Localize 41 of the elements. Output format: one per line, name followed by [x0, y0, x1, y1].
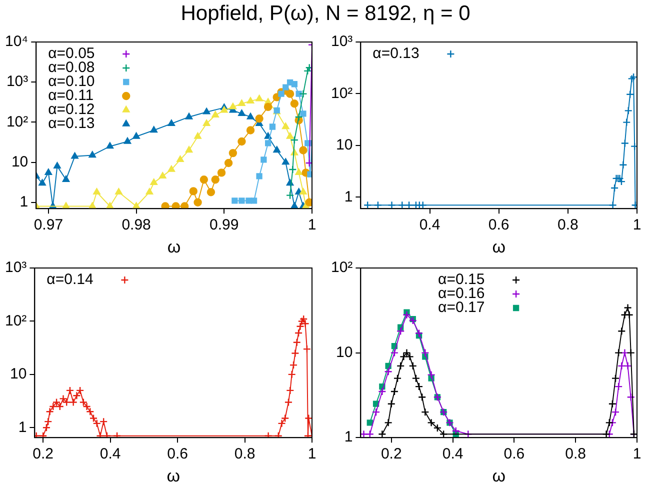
x-tick-label: 1 [308, 446, 316, 463]
x-tick-label: 0.6 [488, 216, 510, 234]
legend-label: α=0.14 [46, 271, 94, 288]
x-tick-label: 0.4 [100, 446, 121, 463]
x-tick-label: 0.6 [167, 446, 188, 463]
x-tick-label: 0.99 [210, 216, 239, 234]
x-tick-label: 0.4 [419, 216, 440, 234]
x-tick-label: 1 [632, 446, 642, 463]
x-axis-title: ω [167, 237, 181, 256]
x-tick-label: 1 [632, 216, 642, 234]
y-tick-label: 10 [336, 344, 353, 361]
x-tick-label: 0.4 [442, 446, 464, 463]
y-tick-label: 1 [344, 428, 353, 446]
y-tick-label: 10 [11, 153, 28, 170]
x-tick-label: 0.98 [122, 216, 151, 234]
x-axis-title: ω [166, 466, 180, 486]
x-tick-label: 0.2 [32, 446, 54, 463]
x-tick-label: 0.6 [504, 446, 525, 463]
y-tick-label: 10² [330, 84, 353, 102]
x-tick-label: 0.8 [557, 216, 578, 234]
chart-title: Hopfield, P(ω), N = 8192, η = 0 [180, 2, 472, 26]
y-tick-label: 1 [18, 418, 27, 436]
x-tick-label: 0.8 [565, 446, 586, 463]
y-tick-label: 10⁴ [4, 33, 28, 50]
x-tick-label: 0.97 [34, 216, 64, 234]
x-tick-label: 0.2 [380, 446, 402, 463]
y-tick-label: 10² [4, 312, 27, 330]
y-tick-label: 10² [330, 259, 353, 276]
y-tick-label: 10 [336, 136, 353, 154]
x-tick-label: 0.8 [234, 446, 256, 463]
y-tick-label: 10² [6, 113, 28, 130]
y-tick-label: 1 [20, 194, 28, 211]
y-tick-label: 10 [10, 366, 27, 383]
x-axis-title: ω [492, 466, 506, 486]
y-tick-label: 10³ [330, 33, 353, 50]
y-tick-label: 10³ [6, 73, 28, 90]
legend-label: α=0.13 [372, 45, 420, 62]
x-tick-label: 1 [308, 216, 316, 234]
y-tick-label: 1 [344, 188, 353, 206]
x-axis-title: ω [492, 237, 506, 256]
y-tick-label: 10³ [4, 259, 27, 276]
